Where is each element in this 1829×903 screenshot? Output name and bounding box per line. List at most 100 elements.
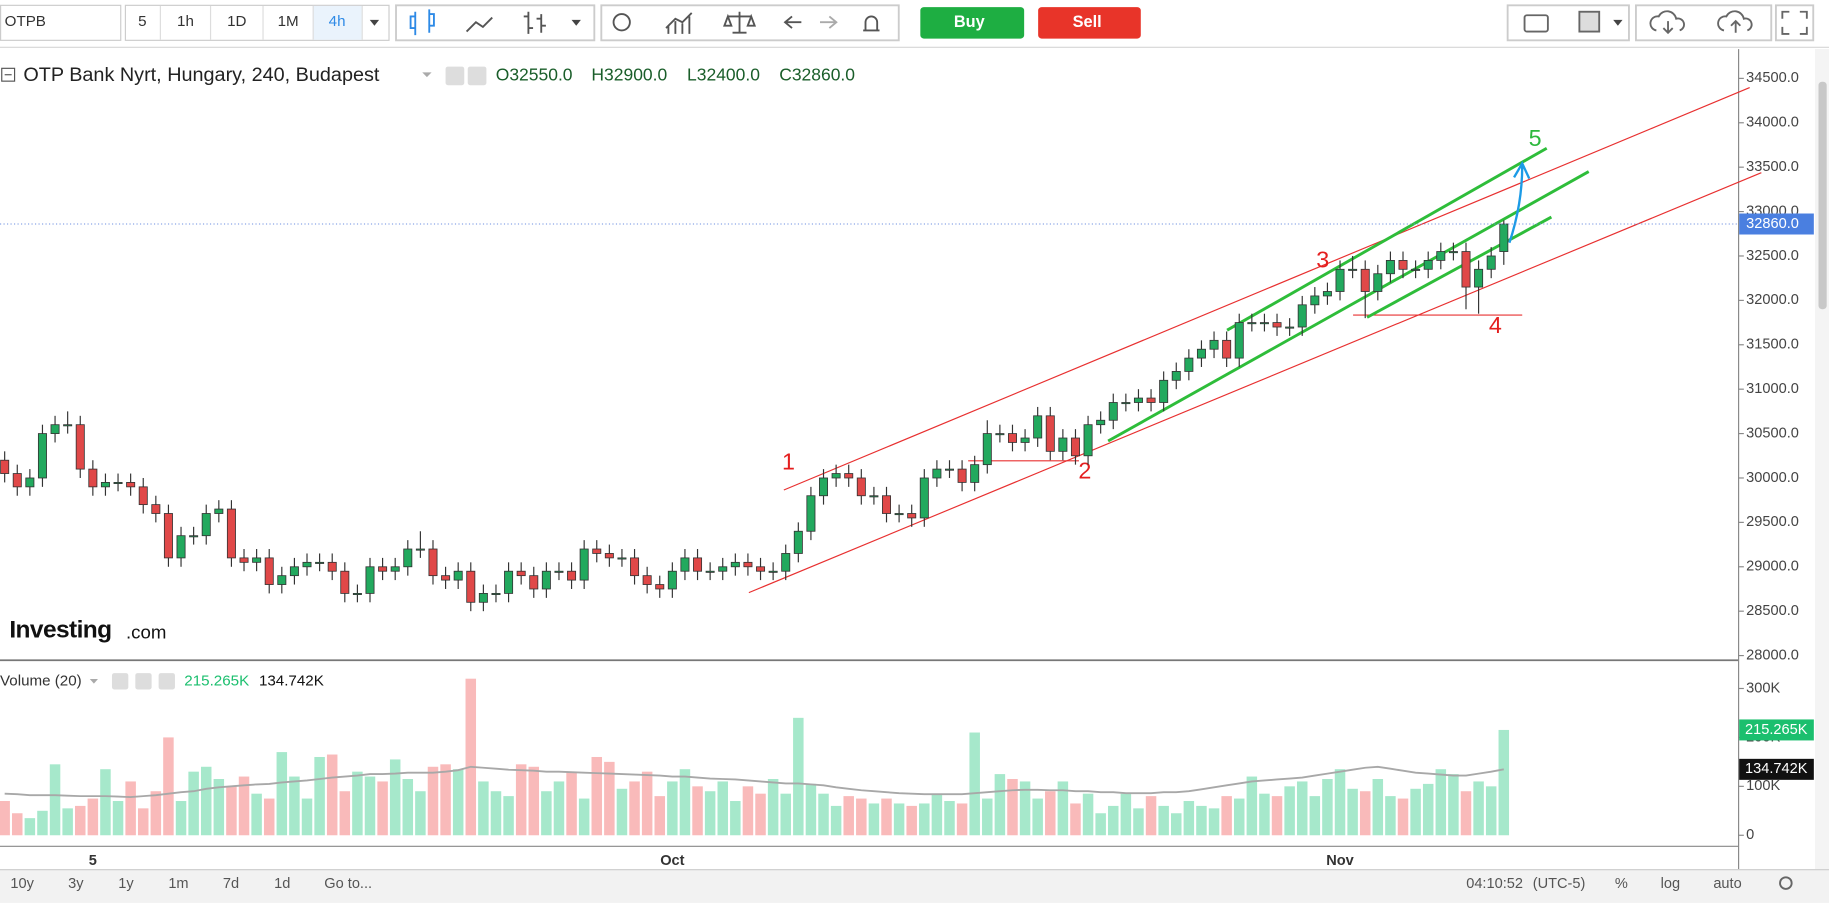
- candle-body: [894, 513, 904, 516]
- goto-button[interactable]: Go to...: [324, 876, 372, 892]
- volume-bar: [389, 759, 401, 836]
- range-button[interactable]: 3y: [68, 876, 84, 892]
- eye-icon[interactable]: [445, 66, 465, 86]
- dropdown-caret[interactable]: [571, 19, 581, 26]
- volume-bar: [1347, 788, 1358, 836]
- candles-icon[interactable]: [409, 9, 435, 36]
- volume-bar: [276, 752, 288, 836]
- scroll-thumb[interactable]: [1818, 81, 1827, 310]
- volume-bar: [1435, 769, 1447, 836]
- volume-bar: [1334, 769, 1346, 836]
- line-icon[interactable]: [465, 16, 493, 33]
- candle-body: [705, 570, 715, 573]
- candle-body: [617, 557, 627, 560]
- interval[interactable]: 1M: [278, 13, 299, 30]
- candle-body: [1196, 348, 1206, 359]
- candle-body: [1083, 424, 1093, 457]
- volume-bar: [566, 771, 577, 836]
- volume-bar: [12, 813, 23, 836]
- candle-body: [37, 433, 47, 479]
- interval[interactable]: 1h: [177, 13, 194, 30]
- candle-body: [189, 535, 199, 538]
- range-button[interactable]: 1d: [274, 876, 290, 892]
- load-icon[interactable]: [1649, 10, 1685, 35]
- redo-icon[interactable]: [820, 15, 838, 29]
- option-button[interactable]: %: [1615, 876, 1628, 892]
- dropdown-caret[interactable]: [369, 19, 380, 26]
- option-button[interactable]: log: [1661, 876, 1680, 892]
- candle-body: [516, 570, 526, 577]
- volume-bar: [1095, 813, 1106, 836]
- volume-bar: [1397, 798, 1409, 836]
- save-icon[interactable]: [1717, 10, 1753, 33]
- volume-bar: [906, 805, 917, 836]
- range-button[interactable]: 1y: [118, 876, 134, 892]
- symbol-input[interactable]: [0, 4, 122, 41]
- candle-body: [667, 570, 677, 590]
- candle-body: [315, 561, 325, 564]
- volume-bar: [137, 808, 149, 836]
- volume-bar: [742, 786, 754, 836]
- volume-bar: [200, 766, 212, 836]
- candle-body: [75, 424, 85, 470]
- volume-bar: [616, 788, 628, 836]
- x-tick-label: Oct: [660, 853, 684, 869]
- option-button[interactable]: auto: [1713, 876, 1741, 892]
- volume-bar: [87, 798, 99, 836]
- y-tick-label: 31000.0: [1746, 381, 1799, 397]
- channel-line[interactable]: [783, 87, 1750, 491]
- volume-bar: [553, 781, 565, 836]
- settings-icon[interactable]: [1779, 876, 1793, 890]
- volume-bar: [730, 801, 741, 836]
- volume-ma-line: [4, 765, 1504, 799]
- interval[interactable]: 1D: [227, 13, 246, 30]
- fullscreen-icon[interactable]: [1781, 10, 1808, 35]
- template-icon[interactable]: [1578, 10, 1601, 33]
- eye-icon[interactable]: [111, 673, 129, 690]
- icon-group: [600, 4, 900, 42]
- y-tick-label: 100K: [1746, 778, 1780, 794]
- range-button[interactable]: 10y: [10, 876, 34, 892]
- gear-icon[interactable]: [467, 66, 487, 86]
- compare-icon[interactable]: [723, 11, 757, 34]
- buy-button[interactable]: [920, 7, 1025, 39]
- volume-bar: [515, 764, 527, 836]
- indicators-icon[interactable]: [665, 12, 693, 34]
- collapse-button[interactable]: [1, 67, 16, 82]
- close-icon[interactable]: [158, 673, 175, 690]
- volume-bar: [1045, 791, 1056, 836]
- ma-last-box: [1739, 758, 1814, 780]
- dropdown-caret[interactable]: [422, 72, 432, 78]
- green-channel-line[interactable]: [1107, 170, 1590, 443]
- dropdown-caret[interactable]: [89, 678, 98, 684]
- candle-body: [970, 464, 980, 483]
- projection-arrow[interactable]: [1508, 160, 1531, 244]
- candle-body: [630, 557, 640, 577]
- snapshot-icon[interactable]: [1523, 14, 1549, 33]
- candle-body: [163, 513, 173, 559]
- range-button[interactable]: 7d: [223, 876, 239, 892]
- sell-button[interactable]: [1038, 7, 1141, 39]
- bars-icon[interactable]: [523, 11, 546, 34]
- gear-icon[interactable]: [135, 673, 152, 690]
- dropdown-caret[interactable]: [1613, 19, 1623, 26]
- settings-icon[interactable]: [612, 13, 631, 32]
- annotation: 1: [782, 448, 795, 474]
- volume-bar: [830, 805, 842, 836]
- candle-body: [592, 548, 602, 554]
- interval[interactable]: 4h: [329, 13, 346, 30]
- volume-last-label: 215.265K: [1745, 722, 1808, 738]
- undo-icon[interactable]: [783, 15, 802, 29]
- volume-bar: [679, 769, 691, 836]
- y-tick-label: 30000.0: [1746, 470, 1799, 486]
- channel-line[interactable]: [748, 172, 1762, 594]
- interval[interactable]: 5: [138, 13, 146, 30]
- green-channel-line[interactable]: [1366, 215, 1553, 319]
- alert-icon[interactable]: [863, 15, 880, 32]
- icon-group: [1774, 4, 1815, 42]
- timezone[interactable]: (UTC-5): [1533, 876, 1586, 892]
- volume-bar: [1385, 796, 1396, 836]
- range-button[interactable]: 1m: [168, 876, 188, 892]
- y-tick-label: 32000.0: [1746, 292, 1799, 308]
- green-channel-line[interactable]: [1226, 146, 1548, 332]
